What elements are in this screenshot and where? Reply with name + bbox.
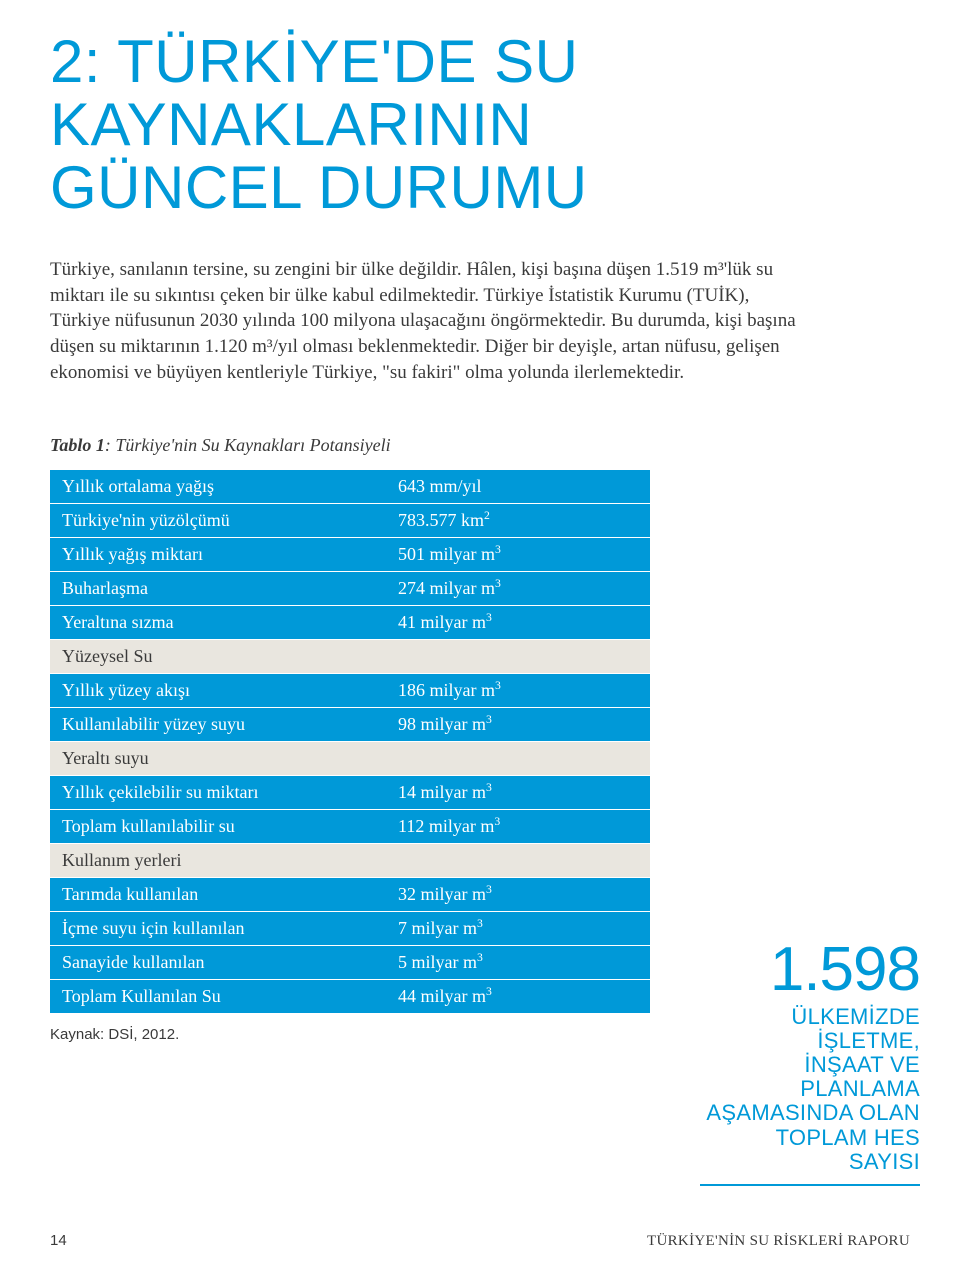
heading-line-1: 2: TÜRKİYE'DE SU KAYNAKLARININ [50, 28, 579, 158]
row-label: Toplam kullanılabilir su [50, 810, 386, 844]
row-label: İçme suyu için kullanılan [50, 912, 386, 946]
row-value: 7 milyar m3 [386, 912, 650, 946]
table-row: Kullanım yerleri [50, 844, 650, 878]
page-footer: 14 TÜRKİYE'NİN SU RİSKLERİ RAPORU [50, 1232, 910, 1250]
row-value: 98 milyar m3 [386, 708, 650, 742]
row-value: 32 milyar m3 [386, 878, 650, 912]
row-value: 44 milyar m3 [386, 980, 650, 1014]
table-row: Yeraltı suyu [50, 742, 650, 776]
section-heading: 2: TÜRKİYE'DE SU KAYNAKLARININ GÜNCEL DU… [50, 30, 910, 219]
row-value: 783.577 km2 [386, 504, 650, 538]
table-row: Toplam Kullanılan Su44 milyar m3 [50, 980, 650, 1014]
stat-callout: 1.598 ÜLKEMİZDE İŞLETME, İNŞAAT VE PLANL… [700, 939, 920, 1186]
row-label: Kullanım yerleri [50, 844, 386, 878]
page-number: 14 [50, 1232, 67, 1249]
table-row: Tarımda kullanılan32 milyar m3 [50, 878, 650, 912]
row-label: Türkiye'nin yüzölçümü [50, 504, 386, 538]
row-value: 643 mm/yıl [386, 470, 650, 504]
row-value [386, 844, 650, 878]
table-row: Yıllık ortalama yağış643 mm/yıl [50, 470, 650, 504]
table-row: Sanayide kullanılan5 milyar m3 [50, 946, 650, 980]
row-value: 186 milyar m3 [386, 674, 650, 708]
row-label: Buharlaşma [50, 572, 386, 606]
table-row: Toplam kullanılabilir su112 milyar m3 [50, 810, 650, 844]
row-label: Yüzeysel Su [50, 640, 386, 674]
table-row: Türkiye'nin yüzölçümü783.577 km2 [50, 504, 650, 538]
row-label: Yıllık çekilebilir su miktarı [50, 776, 386, 810]
row-value: 14 milyar m3 [386, 776, 650, 810]
row-label: Yıllık yağış miktarı [50, 538, 386, 572]
row-value: 41 milyar m3 [386, 606, 650, 640]
table-caption-rest: : Türkiye'nin Su Kaynakları Potansiyeli [105, 435, 391, 455]
table-row: Yıllık yağış miktarı501 milyar m3 [50, 538, 650, 572]
water-resources-table: Yıllık ortalama yağış643 mm/yılTürkiye'n… [50, 470, 650, 1014]
table-row: Yüzeysel Su [50, 640, 650, 674]
row-label: Tarımda kullanılan [50, 878, 386, 912]
table-row: Buharlaşma274 milyar m3 [50, 572, 650, 606]
table-row: Yeraltına sızma41 milyar m3 [50, 606, 650, 640]
row-value: 501 milyar m3 [386, 538, 650, 572]
row-label: Kullanılabilir yüzey suyu [50, 708, 386, 742]
row-value: 274 milyar m3 [386, 572, 650, 606]
row-label: Yeraltına sızma [50, 606, 386, 640]
row-value [386, 742, 650, 776]
table-row: Kullanılabilir yüzey suyu98 milyar m3 [50, 708, 650, 742]
callout-text: ÜLKEMİZDE İŞLETME, İNŞAAT VE PLANLAMA AŞ… [700, 1005, 920, 1174]
callout-number: 1.598 [700, 939, 920, 1001]
document-title: TÜRKİYE'NİN SU RİSKLERİ RAPORU [647, 1233, 910, 1250]
table-caption-prefix: Tablo 1 [50, 435, 105, 455]
row-label: Yıllık ortalama yağış [50, 470, 386, 504]
row-value: 5 milyar m3 [386, 946, 650, 980]
table-caption: Tablo 1: Türkiye'nin Su Kaynakları Potan… [50, 435, 910, 456]
heading-line-2: GÜNCEL DURUMU [50, 154, 588, 221]
row-label: Yıllık yüzey akışı [50, 674, 386, 708]
table-row: Yıllık çekilebilir su miktarı14 milyar m… [50, 776, 650, 810]
intro-paragraph: Türkiye, sanılanın tersine, su zengini b… [50, 257, 810, 385]
table-row: İçme suyu için kullanılan7 milyar m3 [50, 912, 650, 946]
row-value: 112 milyar m3 [386, 810, 650, 844]
row-label: Yeraltı suyu [50, 742, 386, 776]
row-label: Sanayide kullanılan [50, 946, 386, 980]
callout-rule [700, 1184, 920, 1186]
table-row: Yıllık yüzey akışı186 milyar m3 [50, 674, 650, 708]
row-label: Toplam Kullanılan Su [50, 980, 386, 1014]
row-value [386, 640, 650, 674]
